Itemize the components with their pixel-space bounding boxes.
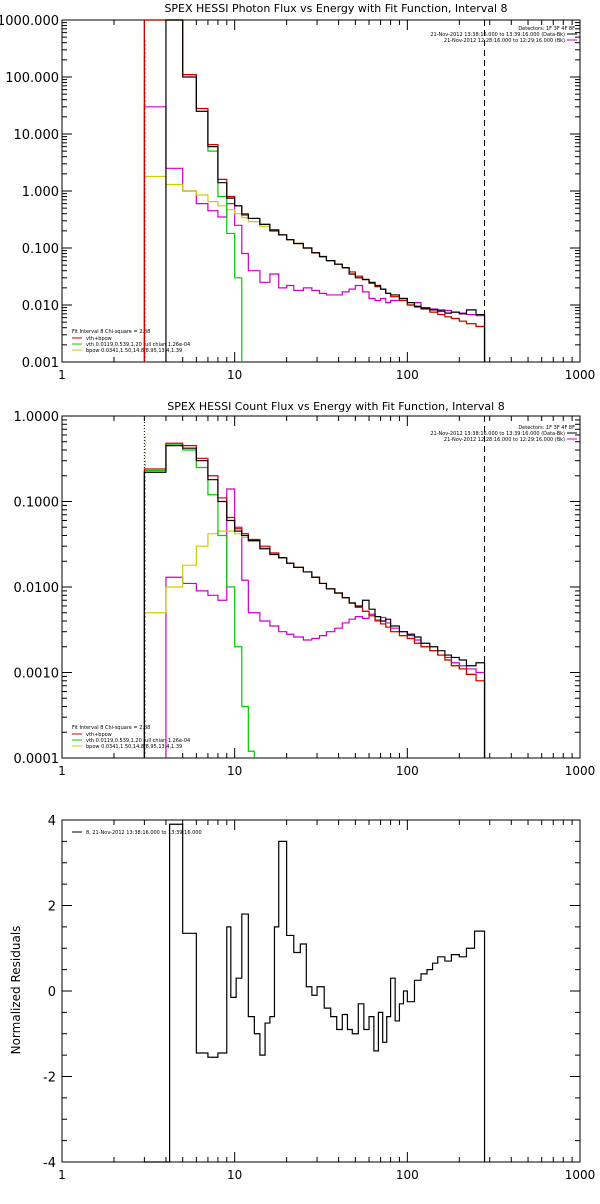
p2-legend-total: vth+bpow	[86, 732, 112, 738]
p3-x-tick-label: 1000	[565, 1168, 596, 1182]
p1-data-interval-label: 21-Nov-2012 13:38:16.000 to 13:39:16.000…	[430, 32, 565, 38]
p2-bk-interval-label: 21-Nov-2012 12:28:16.000 to 12:29:16.000…	[444, 437, 565, 443]
p3-series-residuals	[144, 823, 486, 1163]
p2-legend-vth: vth 0.0119,0.539,1.20 full chian 1.26e-0…	[86, 738, 190, 744]
p3-y-tick-label: 4	[48, 814, 56, 829]
p3-x-tick-label: 100	[396, 1168, 419, 1182]
p2-data-interval-label: 21-Nov-2012 13:38:16.000 to 13:39:16.000…	[430, 431, 565, 437]
p1-bk-interval-label: 21-Nov-2012 12:28:16.000 to 12:29:16.000…	[444, 38, 565, 44]
p3-legend-label: 8, 21-Nov-2012 13:38:16.000 to 13:39:16.…	[86, 830, 202, 836]
residuals-panel: Normalized Residuals 8, 21-Nov-2012 13:3…	[9, 814, 595, 1182]
p1-y-tick-label: 1.000	[22, 185, 59, 200]
p2-x-tick-label: 1000	[565, 764, 596, 778]
p2-y-tick-label: 0.0001	[14, 752, 60, 767]
p2-title: SPEX HESSI Count Flux vs Energy with Fit…	[167, 400, 504, 413]
p2-legend-fit: Fit Interval 8 Chi-square = 2.38	[72, 725, 150, 731]
p1-legend-fit: Fit Interval 8 Chi-square = 2.38	[72, 329, 150, 335]
p2-plot-frame	[61, 415, 581, 759]
photon-flux-panel: SPEX HESSI Photon Flux vs Energy with Fi…	[0, 2, 595, 382]
p1-x-tick-label: 100	[396, 368, 419, 382]
p3-y-tick-label: 0	[48, 985, 56, 1000]
p3-ylabel: Normalized Residuals	[9, 926, 23, 1055]
p3-y-tick-label: 2	[48, 900, 56, 915]
p1-plot-frame	[61, 19, 581, 363]
p1-detectors-label: Detectors: 1F 3F 4F 8F	[518, 26, 575, 32]
p1-y-tick-label: 1000.000	[0, 14, 59, 29]
p1-series-bpow	[143, 175, 486, 362]
p2-series-bk	[165, 488, 486, 758]
p2-series-data-bk	[143, 445, 486, 758]
p1-x-tick-label: 10	[227, 368, 242, 382]
p2-y-tick-label: 0.0100	[14, 581, 60, 596]
p2-series-bpow	[143, 530, 486, 758]
p2-series-vth	[143, 444, 255, 758]
p1-y-tick-label: 0.001	[22, 356, 59, 371]
p2-detectors-label: Detectors: 1F 3F 4F 8F	[518, 425, 575, 431]
p1-x-tick-label: 1000	[565, 368, 596, 382]
p1-y-tick-label: 10.000	[14, 128, 60, 143]
p3-y-tick-label: -4	[43, 1156, 56, 1171]
p2-series-vth-bpow	[143, 442, 486, 758]
p1-series-data-bk	[165, 19, 486, 362]
p1-legend-vth: vth 0.0119,0.539,1.20 full chian 1.26e-0…	[86, 342, 190, 348]
count-flux-panel: SPEX HESSI Count Flux vs Energy with Fit…	[14, 400, 596, 778]
p2-x-tick-label: 10	[227, 764, 242, 778]
p1-y-tick-label: 0.100	[22, 242, 59, 257]
p1-y-tick-label: 100.000	[5, 71, 59, 86]
p1-legend-total: vth+bpow	[86, 336, 112, 342]
p3-x-tick-label: 10	[227, 1168, 242, 1182]
p1-title: SPEX HESSI Photon Flux vs Energy with Fi…	[164, 2, 507, 15]
p2-x-tick-label: 1	[58, 764, 66, 778]
p2-y-tick-label: 1.0000	[14, 410, 60, 425]
p1-legend-bpow: bpow 0.0341,1.50,14.8,8.95,13.4,1.39	[86, 348, 182, 354]
p1-x-tick-label: 1	[58, 368, 66, 382]
p3-x-tick-label: 1	[58, 1168, 66, 1182]
p2-x-tick-label: 100	[396, 764, 419, 778]
p1-series-bk	[143, 106, 486, 362]
p2-y-tick-label: 0.0010	[14, 667, 60, 682]
p3-plot-frame	[61, 819, 581, 1163]
p2-y-tick-label: 0.1000	[14, 496, 60, 511]
p2-legend-bpow: bpow 0.0341,1.50,14.8,8.95,13.4,1.39	[86, 744, 182, 750]
p1-y-tick-label: 0.010	[22, 299, 59, 314]
p3-y-tick-label: -2	[43, 1071, 56, 1086]
